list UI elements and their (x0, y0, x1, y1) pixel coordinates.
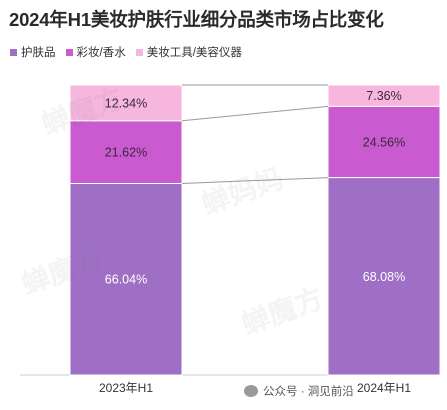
legend-item-makeup: 彩妆/香水 (65, 44, 126, 60)
legend: 护肤品 彩妆/香水 美妆工具/美容仪器 (10, 44, 242, 60)
data-label: 7.36% (366, 89, 401, 103)
data-label: 21.62% (105, 146, 147, 160)
wechat-icon (244, 385, 258, 397)
data-label: 66.04% (105, 273, 147, 287)
legend-item-tools: 美妆工具/美容仪器 (135, 44, 242, 60)
data-label: 12.34% (105, 96, 147, 110)
x-tick-label: 2024年H1 (357, 381, 411, 395)
legend-swatch (135, 48, 143, 56)
bar-segment (327, 105, 441, 179)
legend-swatch (10, 48, 17, 56)
data-label: 24.56% (363, 135, 405, 149)
footer-source-text: 公众号 · 洞见前沿 (263, 386, 354, 398)
legend-label: 护肤品 (21, 47, 56, 59)
legend-item-skincare: 护肤品 (10, 44, 56, 60)
bar-segment (69, 84, 183, 122)
bar-segment (69, 120, 183, 184)
data-label: 68.08% (363, 270, 405, 284)
bar-segment (327, 177, 441, 376)
bar-segment (327, 84, 441, 107)
legend-swatch (65, 48, 73, 56)
connector-line (181, 105, 329, 122)
footer-source: 公众号 · 洞见前沿 (244, 383, 354, 399)
connector-line (181, 177, 329, 184)
x-tick-label: 2023年H1 (99, 381, 153, 395)
chart-title: 2024年H1美妆护肤行业细分品类市场占比变化 (9, 9, 384, 30)
legend-label: 美妆工具/美容仪器 (146, 47, 242, 59)
legend-label: 彩妆/香水 (76, 47, 126, 59)
